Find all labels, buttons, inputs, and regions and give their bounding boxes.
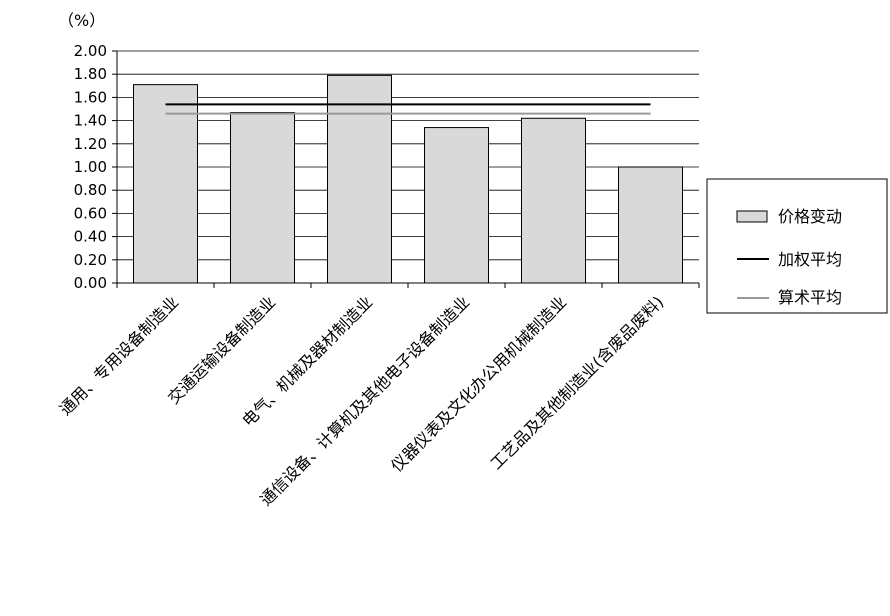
- bar: [521, 117, 586, 284]
- y-tick-label: 0.60: [74, 204, 107, 222]
- x-category-label: 通信设备、计算机及其他电子设备制造业: [256, 292, 473, 509]
- x-category-label: 仪器仪表及文化办公用机械制造业: [387, 292, 570, 475]
- x-category-label: 交通运输设备制造业: [164, 292, 279, 407]
- bar: [327, 74, 392, 284]
- legend-label-price-change: 价格变动: [778, 207, 842, 226]
- reference-lines: [165, 103, 651, 115]
- y-tick-label: 1.40: [74, 112, 107, 130]
- x-category-label: 工艺品及其他制造业(含废品废料): [487, 292, 668, 473]
- y-tick-label: 0.80: [74, 181, 107, 199]
- gridlines: [112, 50, 699, 284]
- x-category-label: 通用、专用设备制造业: [56, 292, 183, 419]
- bar: [424, 127, 489, 284]
- bar: [618, 166, 683, 284]
- bar: [133, 84, 198, 284]
- legend: 价格变动 加权平均 算术平均: [706, 178, 888, 314]
- y-tick-label: 1.20: [74, 135, 107, 153]
- y-tick-label: 0.20: [74, 251, 107, 269]
- y-tick-label: 2.00: [74, 42, 107, 60]
- legend-label-arithmetic-avg: 算术平均: [778, 288, 842, 307]
- y-axis-unit-label: （%）: [58, 11, 105, 30]
- x-axis-category-labels: 通用、专用设备制造业交通运输设备制造业电气、机械及器材制造业通信设备、计算机及其…: [56, 292, 668, 509]
- legend-box: [706, 178, 888, 314]
- y-tick-label: 1.00: [74, 158, 107, 176]
- y-tick-label: 1.80: [74, 65, 107, 83]
- y-tick-label: 0.40: [74, 228, 107, 246]
- bars: [133, 74, 683, 284]
- legend-label-weighted-avg: 加权平均: [778, 250, 842, 269]
- legend-swatch-price-change: [736, 210, 768, 223]
- y-tick-label: 1.60: [74, 88, 107, 106]
- axes: [116, 51, 700, 288]
- y-tick-label: 0.00: [74, 274, 107, 292]
- bar: [230, 111, 295, 284]
- y-axis-tick-labels: 0.00 0.20 0.40 0.60 0.80 1.00 1.20 1.40 1.60 1.80…: [74, 42, 107, 292]
